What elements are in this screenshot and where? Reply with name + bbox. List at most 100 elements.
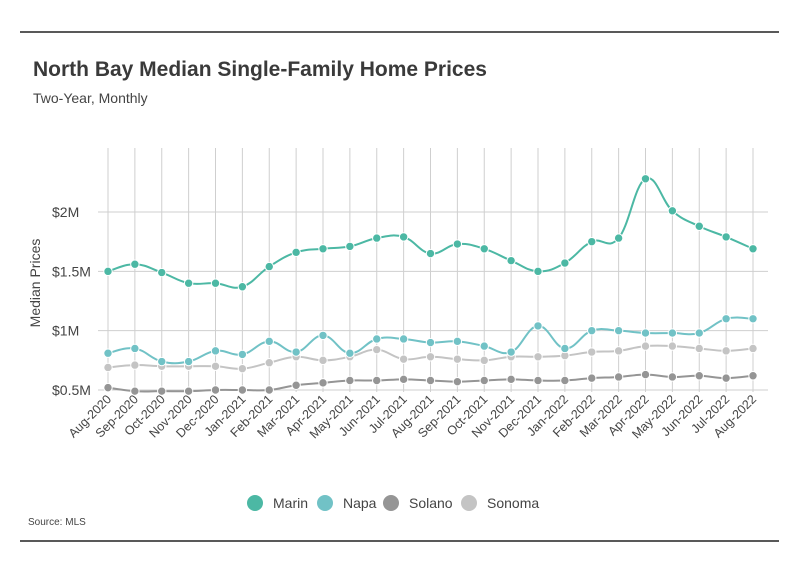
data-point-marin (345, 241, 355, 252)
data-point-solano (425, 375, 436, 386)
series-solano (103, 369, 758, 396)
legend-label: Solano (409, 495, 453, 511)
data-point-marin (506, 255, 516, 266)
y-tick-label: $0.5M (52, 382, 91, 398)
data-point-napa (291, 347, 301, 357)
source-note: Source: MLS (28, 517, 86, 528)
legend-item-marin: Marin (247, 495, 308, 511)
data-point-napa (667, 328, 678, 338)
series-sonoma (103, 341, 758, 374)
data-point-napa (372, 334, 382, 344)
data-point-marin (157, 267, 167, 278)
data-point-napa (425, 337, 436, 348)
data-point-napa (398, 334, 409, 344)
data-point-marin (210, 278, 221, 288)
data-point-sonoma (452, 354, 463, 364)
data-point-marin (560, 258, 570, 268)
legend-swatch (317, 495, 333, 511)
data-point-napa (452, 336, 463, 347)
data-point-solano (613, 372, 624, 382)
legend-label: Marin (273, 495, 308, 511)
data-point-solano (291, 380, 301, 390)
legend-swatch (383, 495, 399, 511)
data-point-sonoma (237, 363, 248, 374)
data-point-sonoma (667, 341, 678, 351)
data-point-sonoma (130, 360, 140, 370)
y-axis-ticks: $0.5M $1M $1.5M $2M (52, 204, 91, 398)
data-point-napa (640, 328, 651, 338)
data-point-napa (694, 328, 704, 338)
data-point-sonoma (372, 344, 382, 355)
legend: Marin Napa Solano Sonoma (247, 495, 539, 511)
data-point-napa (264, 336, 274, 347)
data-point-napa (506, 347, 516, 357)
data-point-solano (345, 375, 355, 386)
data-point-marin (237, 282, 248, 292)
data-point-solano (667, 372, 678, 382)
data-point-marin (452, 239, 463, 249)
y-tick-label: $1.5M (52, 263, 91, 279)
chart-subtitle: Two-Year, Monthly (33, 90, 148, 106)
data-point-solano (748, 371, 758, 381)
data-point-marin (264, 261, 274, 272)
data-point-marin (130, 259, 140, 269)
data-point-sonoma (264, 358, 274, 368)
data-point-solano (318, 378, 328, 388)
data-point-napa (103, 348, 113, 358)
data-point-marin (318, 244, 328, 254)
legend-label: Napa (343, 495, 377, 511)
legend-label: Sonoma (487, 495, 539, 511)
data-point-sonoma (479, 355, 489, 366)
data-point-sonoma (533, 352, 543, 362)
data-point-marin (721, 232, 731, 242)
data-point-marin (372, 233, 382, 243)
data-point-marin (587, 236, 597, 247)
data-point-solano (721, 373, 731, 383)
data-point-marin (613, 233, 624, 243)
data-point-solano (398, 374, 409, 385)
legend-item-solano: Solano (383, 495, 453, 511)
y-axis-label: Median Prices (27, 239, 43, 328)
data-point-solano (264, 385, 274, 395)
data-point-solano (640, 369, 651, 380)
data-point-sonoma (103, 362, 113, 373)
data-point-sonoma (613, 346, 624, 356)
x-axis-ticks: Aug-2020Sep-2020Oct-2020Nov-2020Dec-2020… (66, 392, 759, 441)
data-point-sonoma (210, 361, 221, 371)
data-point-napa (721, 314, 731, 324)
data-point-napa (748, 314, 758, 324)
legend-swatch (461, 495, 477, 511)
series-napa (103, 314, 758, 367)
data-point-sonoma (694, 343, 704, 354)
data-point-sonoma (425, 352, 436, 362)
data-point-solano (560, 375, 570, 386)
data-point-solano (183, 386, 194, 396)
data-point-napa (587, 325, 597, 336)
data-point-solano (479, 375, 489, 386)
data-point-marin (183, 278, 194, 288)
data-point-solano (694, 371, 704, 381)
legend-item-sonoma: Sonoma (461, 495, 539, 511)
data-point-marin (640, 174, 651, 184)
data-point-marin (533, 266, 543, 277)
data-point-marin (425, 248, 436, 259)
data-point-marin (291, 247, 301, 258)
data-point-napa (613, 325, 624, 336)
data-point-marin (103, 266, 113, 277)
data-point-napa (183, 356, 194, 367)
y-tick-label: $2M (52, 204, 79, 220)
data-point-sonoma (748, 343, 758, 354)
data-point-marin (479, 244, 489, 254)
data-point-napa (130, 343, 140, 354)
data-point-solano (587, 373, 597, 383)
data-point-marin (694, 221, 704, 231)
data-point-sonoma (318, 355, 328, 366)
data-point-napa (237, 349, 248, 360)
data-point-sonoma (398, 354, 409, 364)
data-point-marin (748, 244, 758, 254)
data-point-napa (157, 356, 167, 367)
data-point-solano (157, 386, 167, 396)
legend-swatch (247, 495, 263, 511)
